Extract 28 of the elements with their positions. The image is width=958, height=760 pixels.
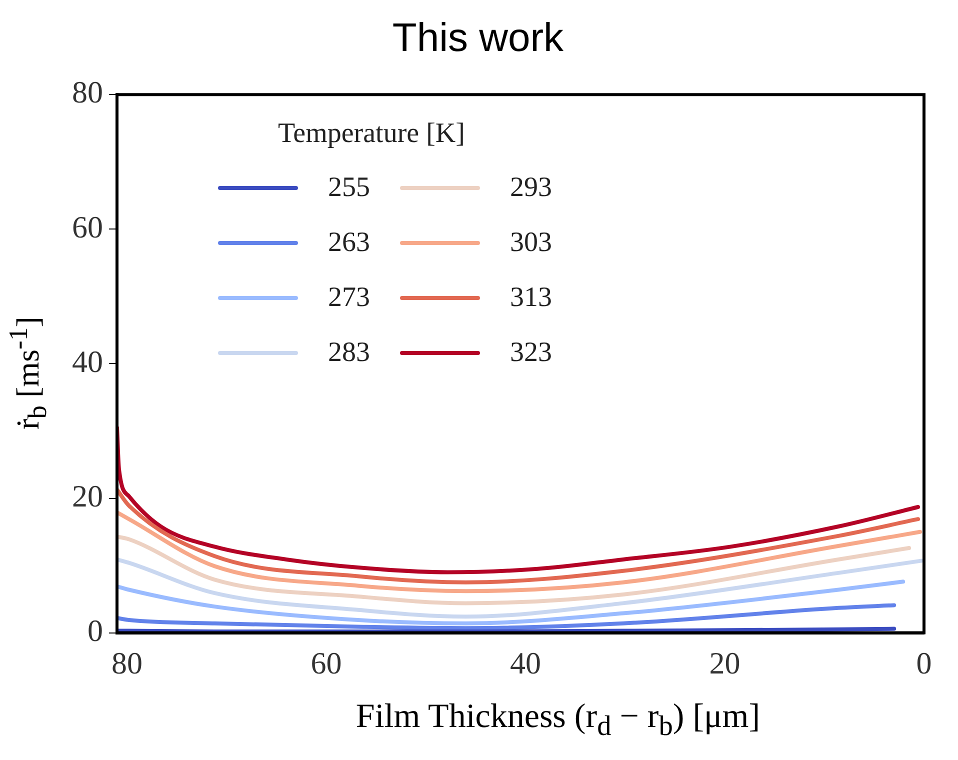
- y-tick-label: 40: [72, 344, 103, 379]
- x-tick-label: 40: [510, 646, 541, 681]
- y-tick-label: 0: [88, 612, 103, 648]
- legend-label: 293: [510, 172, 552, 204]
- x-tick-label: 0: [916, 646, 932, 681]
- x-tick-label: 20: [709, 646, 740, 681]
- legend-label: 313: [510, 282, 552, 314]
- line-series: [117, 488, 920, 584]
- chart-title: This work: [391, 16, 565, 61]
- legend-label: 283: [328, 336, 370, 368]
- line-series: [117, 580, 906, 626]
- y-tick-label: 60: [72, 209, 103, 244]
- y-tick-label: 80: [72, 74, 103, 110]
- legend-label: 323: [510, 336, 552, 368]
- x-tick-label: 60: [310, 646, 342, 681]
- y-tick-label: 20: [72, 478, 103, 514]
- line-series: [117, 534, 912, 606]
- line-series: [117, 426, 920, 574]
- line-series: [117, 510, 922, 594]
- legend-title: Temperature [K]: [278, 118, 466, 150]
- legend-label: 303: [510, 226, 552, 258]
- x-tick-label: 80: [111, 646, 142, 681]
- line-series: [117, 603, 896, 630]
- legend-label: 263: [328, 226, 370, 258]
- legend-label: 273: [328, 282, 370, 314]
- line-series: [117, 557, 924, 619]
- x-axis-title: Film Thickness (r$_{d}$ − r$_{b}$) [μm]: [354, 698, 762, 743]
- legend-label: 255: [328, 172, 370, 204]
